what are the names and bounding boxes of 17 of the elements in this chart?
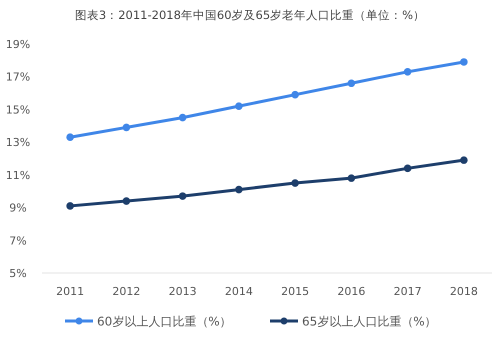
point bbox=[291, 179, 299, 187]
title: 图表3：2011-2018年中国60岁及65岁老年人口比重（单位：%） bbox=[74, 8, 426, 22]
point bbox=[178, 192, 186, 200]
point bbox=[404, 68, 412, 76]
point bbox=[404, 164, 412, 172]
point bbox=[235, 102, 243, 110]
point bbox=[460, 156, 468, 164]
point bbox=[122, 124, 130, 132]
point bbox=[66, 133, 74, 142]
point bbox=[291, 90, 299, 99]
point bbox=[122, 197, 130, 205]
point bbox=[348, 79, 356, 88]
point bbox=[66, 202, 74, 210]
point bbox=[178, 114, 186, 122]
point bbox=[460, 58, 468, 66]
point bbox=[235, 186, 243, 194]
point bbox=[348, 174, 356, 182]
